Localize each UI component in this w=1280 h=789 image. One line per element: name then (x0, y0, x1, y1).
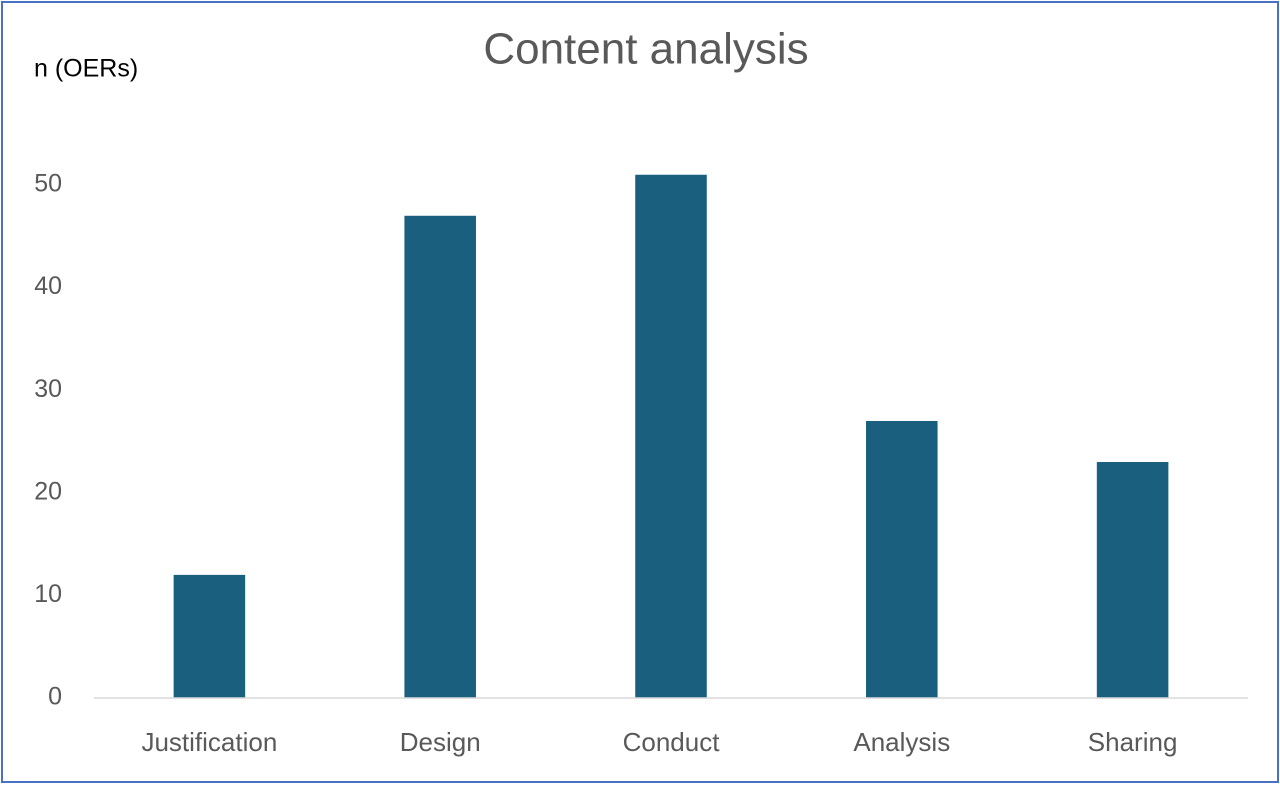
bar (635, 174, 707, 699)
y-tick-label: 10 (34, 580, 62, 608)
bar (1096, 462, 1169, 698)
x-tick-label: Sharing (1088, 727, 1178, 757)
y-tick-label: 30 (34, 375, 62, 403)
x-tick-label: Design (400, 727, 481, 757)
bar (173, 574, 246, 698)
bar (866, 420, 938, 698)
x-tick-label: Conduct (623, 727, 721, 757)
y-tick-label: 50 (34, 170, 62, 198)
chart-title: Content analysis (483, 25, 808, 74)
x-tick-label: Justification (141, 727, 277, 757)
y-tick-label: 0 (48, 683, 62, 711)
y-axis-label: n (OERs) (34, 55, 138, 83)
y-tick-label: 40 (34, 272, 62, 300)
bar (404, 215, 476, 698)
x-tick-label: Analysis (853, 727, 950, 757)
y-tick-label: 20 (34, 477, 62, 505)
